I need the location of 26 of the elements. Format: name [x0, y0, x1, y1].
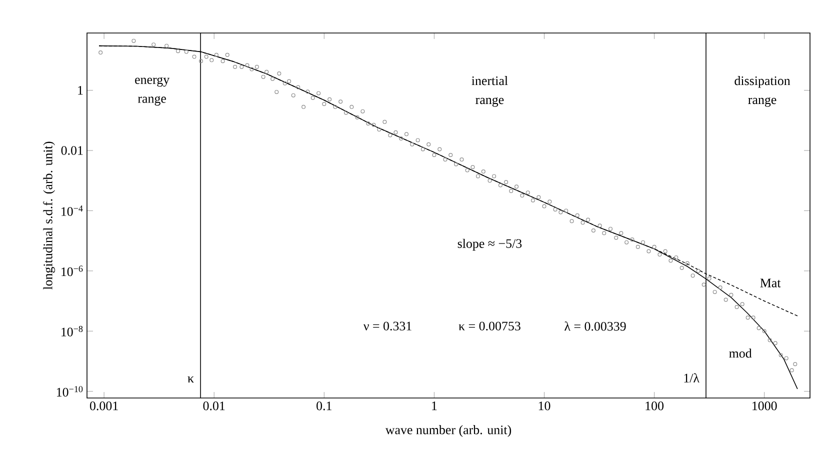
y-tick-label: 1 — [78, 86, 83, 95]
annotation: energy range — [135, 77, 170, 106]
x-tick-label: 0.01 — [203, 402, 225, 410]
ref-line-label: κ — [188, 376, 194, 382]
y-tick-label: 10$^{−6}$ — [62, 266, 83, 276]
y-tick-label: 10$^{−8}$ — [62, 326, 83, 336]
y-tick-label: 0.01 — [61, 146, 83, 155]
series-label: Mat — [760, 278, 781, 288]
x-tick-label: 100 — [646, 402, 664, 410]
annotation: λ = 0.00339 — [564, 321, 626, 331]
annotation: κ = 0.00753 — [458, 322, 520, 330]
x-tick-label: 1 — [432, 402, 437, 410]
x-tick-label: 0.001 — [90, 402, 118, 410]
annotation: slope ≈ −5/3 — [458, 238, 522, 251]
y-tick-label: 10$^{−10}$ — [56, 386, 83, 397]
y-axis-title: longitudinal s.d.f. (arb. unit) — [43, 142, 56, 290]
annotation: dissipation range — [734, 76, 790, 107]
y-tick-label: 10$^{−4}$ — [62, 205, 83, 216]
x-tick-label: 0.1 — [316, 402, 332, 410]
annotation: inertial range — [472, 76, 508, 107]
x-tick-label: 1000 — [752, 402, 777, 410]
series-label: mod — [729, 348, 752, 358]
x-tick-label: 10 — [538, 402, 550, 410]
ref-line-label: 1/λ — [684, 373, 700, 382]
annotation: ν = 0.331 — [363, 322, 412, 330]
x-axis-title: wave number (arb. unit) — [385, 425, 512, 437]
